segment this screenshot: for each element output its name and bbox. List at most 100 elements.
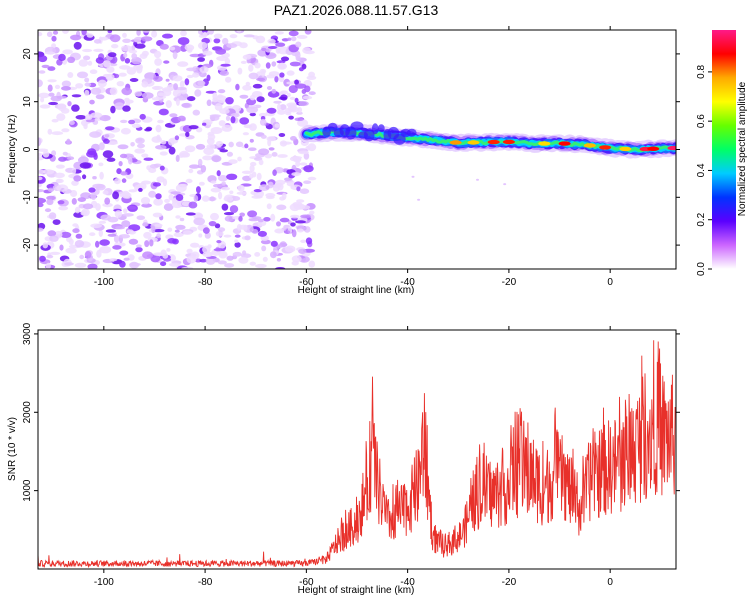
spectrogram-noise-blob	[153, 229, 165, 233]
spectrogram-noise-blob	[258, 148, 270, 156]
spectrogram-noise-blob	[254, 62, 261, 69]
spectrogram-noise-blob	[89, 131, 102, 138]
spectrogram-noise-blob	[184, 145, 196, 153]
spectrogram-noise-blob	[239, 42, 248, 49]
spectrogram-noise-blob	[207, 196, 217, 202]
spectrogram-noise-blob	[213, 248, 225, 252]
spectrogram-noise-blob	[55, 164, 65, 169]
spectrogram-noise-blob	[210, 212, 219, 221]
spectrogram-noise-blob	[237, 184, 245, 192]
spectrogram-noise-blob	[217, 227, 226, 233]
spectrogram-noise-blob	[221, 186, 230, 191]
spectrogram-noise-blob	[195, 143, 206, 150]
spectrogram-noise-blob	[169, 46, 176, 51]
spectrogram-noise-blob	[87, 60, 93, 66]
signal-flare	[371, 123, 379, 135]
spectrogram-noise-blob	[186, 74, 194, 79]
spectrogram-noise-blob	[286, 92, 291, 98]
signal-flare	[363, 128, 375, 142]
spectrogram-noise-blob	[249, 112, 256, 117]
colorbar-tick-label: 0.4	[696, 163, 707, 177]
spectrogram-noise-blob	[135, 247, 143, 253]
spectrogram-noise-blob	[122, 32, 127, 38]
spectrogram-noise-blob	[289, 203, 300, 212]
spectrogram-noise-blob	[123, 52, 128, 58]
spectrogram-noise-blob	[242, 84, 252, 91]
colorbar-label: Normalized spectral amplitude	[737, 81, 748, 216]
spectrogram-noise-blob	[177, 115, 186, 122]
spectrogram-y-axis-label: Frequency (Hz)	[7, 115, 18, 184]
y-tick-label: 0	[22, 146, 33, 152]
chart-title: PAZ1.2026.088.11.57.G13	[274, 2, 439, 18]
spectrogram-noise-blob	[121, 220, 131, 228]
spectrogram-noise-blob	[279, 241, 287, 248]
spectrogram-noise-blob	[90, 87, 102, 95]
spectrogram-noise-blob	[93, 39, 102, 44]
colorbar-tick-label: 0.0	[696, 262, 707, 276]
spectrogram-noise-blob	[137, 143, 145, 149]
spectrogram-noise-blob	[141, 203, 153, 208]
spectrogram-noise-blob	[294, 83, 307, 89]
signal-flare	[377, 124, 385, 133]
spectrogram-noise-blob	[134, 43, 146, 49]
spectrogram-noise-blob	[175, 87, 187, 91]
y-tick-label: 10	[22, 96, 33, 108]
spectrogram-noise-blob	[119, 260, 126, 268]
spectrogram-noise-blob	[106, 66, 115, 73]
spectrogram-noise-blob	[219, 108, 230, 115]
spectrogram-noise-blob	[153, 198, 164, 206]
snr-line	[38, 340, 676, 569]
signal-hotspot	[449, 140, 462, 145]
spectrogram-noise-blob	[95, 240, 100, 248]
spectrogram-noise-blob	[149, 239, 154, 247]
spectrogram-noise-blob	[201, 30, 208, 33]
spectrogram-noise-blob	[216, 240, 222, 244]
spectrogram-noise-blob	[229, 190, 234, 195]
spectrogram-noise-blob	[105, 229, 117, 233]
spectrogram-noise-blob	[219, 149, 228, 153]
spectrogram-noise-blob	[276, 221, 281, 227]
spectrogram-noise-blob	[249, 164, 255, 173]
spectrogram-noise-blob	[476, 178, 479, 181]
spectrogram-noise-blob	[228, 159, 238, 165]
spectrogram-noise-blob	[49, 235, 59, 242]
spectrogram-noise-blob	[102, 150, 114, 159]
x-tick-label: -20	[502, 577, 517, 588]
spectrogram-noise-blob	[170, 191, 181, 195]
spectrogram-noise-blob	[263, 217, 271, 222]
spectrogram-noise-blob	[281, 38, 289, 42]
spectrogram-noise-blob	[59, 244, 64, 251]
spectrogram-noise-blob	[89, 99, 95, 105]
spectrogram-noise-blob	[173, 232, 184, 238]
spectrogram-noise-blob	[122, 38, 131, 43]
spectrogram-noise-blob	[154, 223, 163, 227]
spectrogram-noise-blob	[61, 128, 70, 133]
spectrogram-noise-blob	[223, 196, 234, 202]
spectrogram-noise-blob	[98, 229, 104, 237]
x-tick-label: -80	[198, 577, 213, 588]
spectrogram-noise-blob	[164, 198, 170, 203]
spectrogram-noise-blob	[303, 180, 312, 184]
spectrogram-noise-blob	[266, 107, 277, 114]
spectrogram-noise-blob	[234, 239, 239, 243]
spectrogram-noise-blob	[266, 74, 276, 79]
spectrogram-noise-blob	[92, 183, 105, 189]
spectrogram-noise-blob	[296, 35, 308, 39]
spectrogram-noise-blob	[230, 116, 236, 124]
spectrogram-noise-blob	[253, 189, 262, 193]
spectrogram-noise-blob	[265, 185, 270, 190]
spectrogram-noise-blob	[62, 30, 69, 34]
spectrogram-noise-blob	[223, 212, 235, 216]
spectrogram-noise-blob	[104, 197, 111, 205]
spectrogram-noise-blob	[288, 30, 299, 37]
spectrogram-noise-blob	[290, 222, 296, 227]
spectrogram-noise-blob	[177, 37, 190, 46]
spectrogram-noise-blob	[38, 182, 42, 188]
spectrogram-noise-blob	[181, 103, 191, 108]
spectrogram-noise-blob	[38, 227, 44, 232]
spectrogram-noise-blob	[86, 33, 94, 38]
spectrogram-noise-blob	[271, 61, 277, 67]
spectrogram-noise-blob	[38, 176, 43, 181]
spectrogram-noise-blob	[61, 86, 71, 91]
spectrogram-noise-blob	[128, 224, 141, 232]
